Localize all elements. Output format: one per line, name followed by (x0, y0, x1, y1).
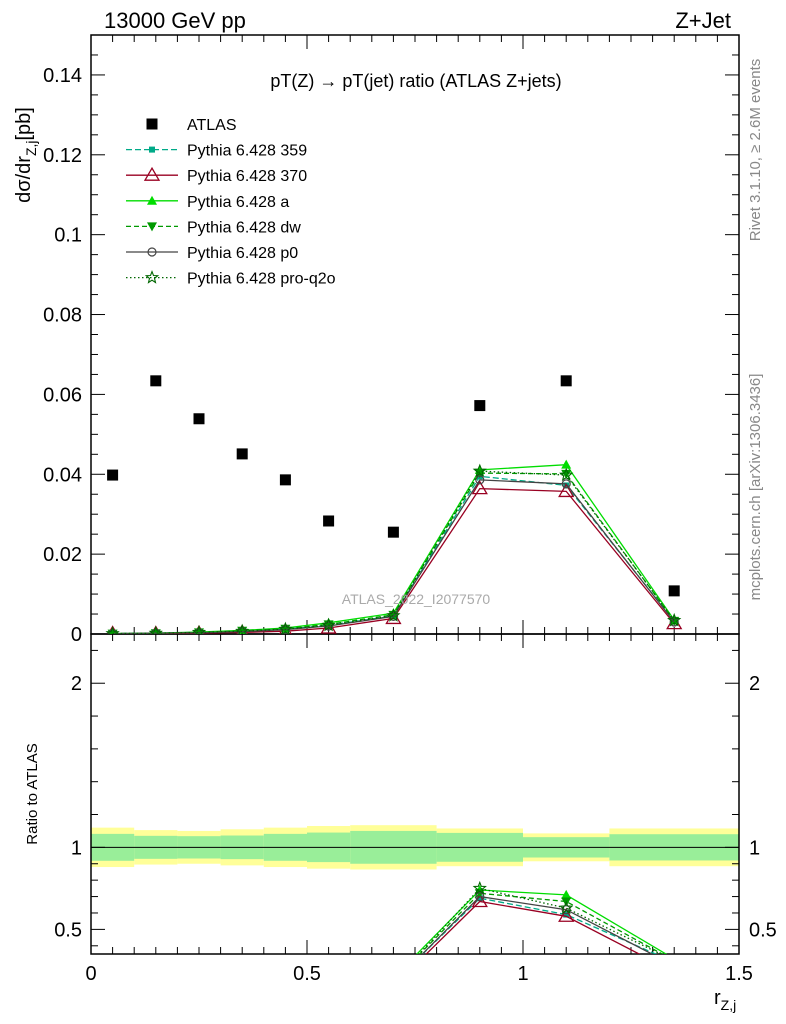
x-axis-label: rZ,j (714, 987, 736, 1013)
x-tick-label: 0 (85, 963, 96, 985)
atlas-data-point (323, 515, 335, 527)
header-left-label: 13000 GeV pp (104, 8, 246, 33)
ratio-marker-series-1 (558, 907, 575, 922)
ratio-marker-series-4 (561, 905, 571, 915)
y-tick-label-main: 0 (71, 624, 82, 646)
axis-ticks (90, 34, 740, 954)
rivet-version-label: Rivet 3.1.10, ≥ 2.6M events (747, 59, 764, 242)
main-marker-series-5 (235, 623, 250, 634)
main-marker-series-4 (388, 611, 398, 622)
y-tick-label-ratio: 1 (71, 837, 82, 859)
main-marker-series-5 (278, 621, 293, 634)
y-axis-label-main-sub: Z,j (23, 140, 39, 156)
ratio-marker-series-5 (559, 900, 574, 915)
y-tick-label-ratio: 0.5 (54, 919, 82, 941)
main-marker-series-4 (475, 475, 485, 485)
y-tick-label-ratio: 2 (71, 673, 82, 695)
ratio-series-layer (416, 880, 668, 954)
atlas-data-point (387, 526, 399, 538)
y-axis-label-main-text: dσ/dr (13, 156, 35, 203)
legend-marker-3 (147, 195, 157, 205)
main-marker-series-1 (471, 480, 488, 495)
ratio-panel-frame (90, 633, 740, 955)
main-marker-series-1 (558, 483, 575, 498)
main-marker-series-5 (667, 612, 682, 627)
main-marker-series-5 (472, 463, 487, 478)
ratio-marker-series-5 (472, 880, 487, 895)
y-axis-label-ratio: Ratio to ATLAS (24, 743, 41, 844)
mcplots-label: mcplots.cern.ch [arXiv:1306.3436] (747, 374, 764, 601)
atlas-data-point (150, 375, 162, 387)
legend-label-0: ATLAS (187, 117, 237, 134)
atlas-data-point (107, 469, 119, 481)
legend-label-4: Pythia 6.428 dw (187, 219, 301, 236)
legend-marker-0 (146, 118, 158, 130)
legend-marker-6 (144, 270, 160, 284)
atlas-data-points (107, 375, 680, 597)
legend-label-3: Pythia 6.428 a (187, 194, 289, 211)
main-marker-series-5 (559, 467, 574, 482)
main-marker-series-2 (561, 459, 572, 469)
y-tick-label-ratio-right: 0.5 (749, 919, 777, 941)
main-marker-series-4 (237, 627, 247, 634)
y-axis-label-main: dσ/drZ,j[pb] (13, 107, 39, 203)
main-marker-series-5 (321, 617, 336, 632)
legend-label-5: Pythia 6.428 p0 (187, 245, 298, 262)
atlas-data-point (474, 400, 486, 412)
legend: ATLAS Pythia 6.428 359 Pythia 6.428 370 Pyt… (126, 117, 336, 288)
axis-tick-labels: 0 0.5 1 1.500.020.040.060.080.10.120.140.5 0… (43, 65, 777, 985)
y-tick-label-main: 0.04 (43, 464, 82, 486)
ratio-line-series-3 (418, 892, 664, 954)
ratio-line-series-4 (421, 895, 654, 954)
ratio-line-series-2 (416, 889, 668, 954)
y-tick-label-main: 0.1 (54, 225, 82, 247)
main-marker-series-4 (669, 617, 679, 627)
ratio-marker-series-0 (563, 911, 570, 918)
x-tick-label: 0.5 (293, 963, 321, 985)
main-marker-series-5 (105, 626, 120, 634)
ratio-line-series-1 (425, 900, 641, 954)
y-tick-label-main: 0.06 (43, 384, 82, 406)
analysis-watermark: ATLAS_2022_I2077570 (342, 591, 491, 607)
atlas-data-point (236, 448, 248, 460)
main-marker-series-5 (191, 624, 207, 634)
main-line-series-5 (112, 470, 675, 634)
legend-marker-1 (149, 146, 155, 153)
y-tick-label-ratio-right: 2 (749, 673, 760, 695)
main-marker-series-5 (148, 625, 163, 634)
atlas-data-point (279, 474, 291, 486)
y-tick-label-main: 0.12 (43, 145, 82, 167)
x-axis-label-text: r (714, 987, 721, 1009)
y-tick-label-ratio-right: 1 (749, 837, 760, 859)
main-marker-series-3 (561, 469, 572, 479)
legend-marker-4 (147, 222, 157, 232)
main-marker-series-4 (561, 479, 571, 489)
y-axis-label-main-unit: [pb] (13, 107, 35, 140)
ratio-marker-series-3 (474, 889, 485, 899)
atlas-data-point (193, 413, 205, 425)
legend-marker-2 (143, 166, 161, 181)
ratio-marker-series-4 (475, 891, 485, 902)
main-marker-series-5 (386, 608, 401, 622)
header-right-label: Z+Jet (675, 8, 731, 33)
main-marker-series-4 (194, 628, 204, 634)
ratio-marker-series-2 (561, 889, 572, 899)
y-tick-label-main: 0.08 (43, 305, 82, 327)
main-series-layer (105, 459, 683, 634)
x-axis-label-sub: Z,j (721, 997, 737, 1013)
y-tick-label-main: 0.14 (43, 65, 82, 87)
y-tick-label-main: 0.02 (43, 544, 82, 566)
atlas-data-point (668, 585, 680, 597)
x-tick-label: 1 (517, 963, 528, 985)
legend-label-1: Pythia 6.428 359 (187, 143, 307, 160)
legend-label-6: Pythia 6.428 pro-q2o (187, 271, 336, 288)
legend-label-2: Pythia 6.428 370 (187, 168, 307, 185)
x-tick-label: 1.5 (725, 963, 753, 985)
legend-marker-5 (147, 247, 157, 257)
atlas-data-point (560, 375, 572, 387)
chart-title: pT(Z) → pT(jet) ratio (ATLAS Z+jets) (270, 71, 561, 91)
